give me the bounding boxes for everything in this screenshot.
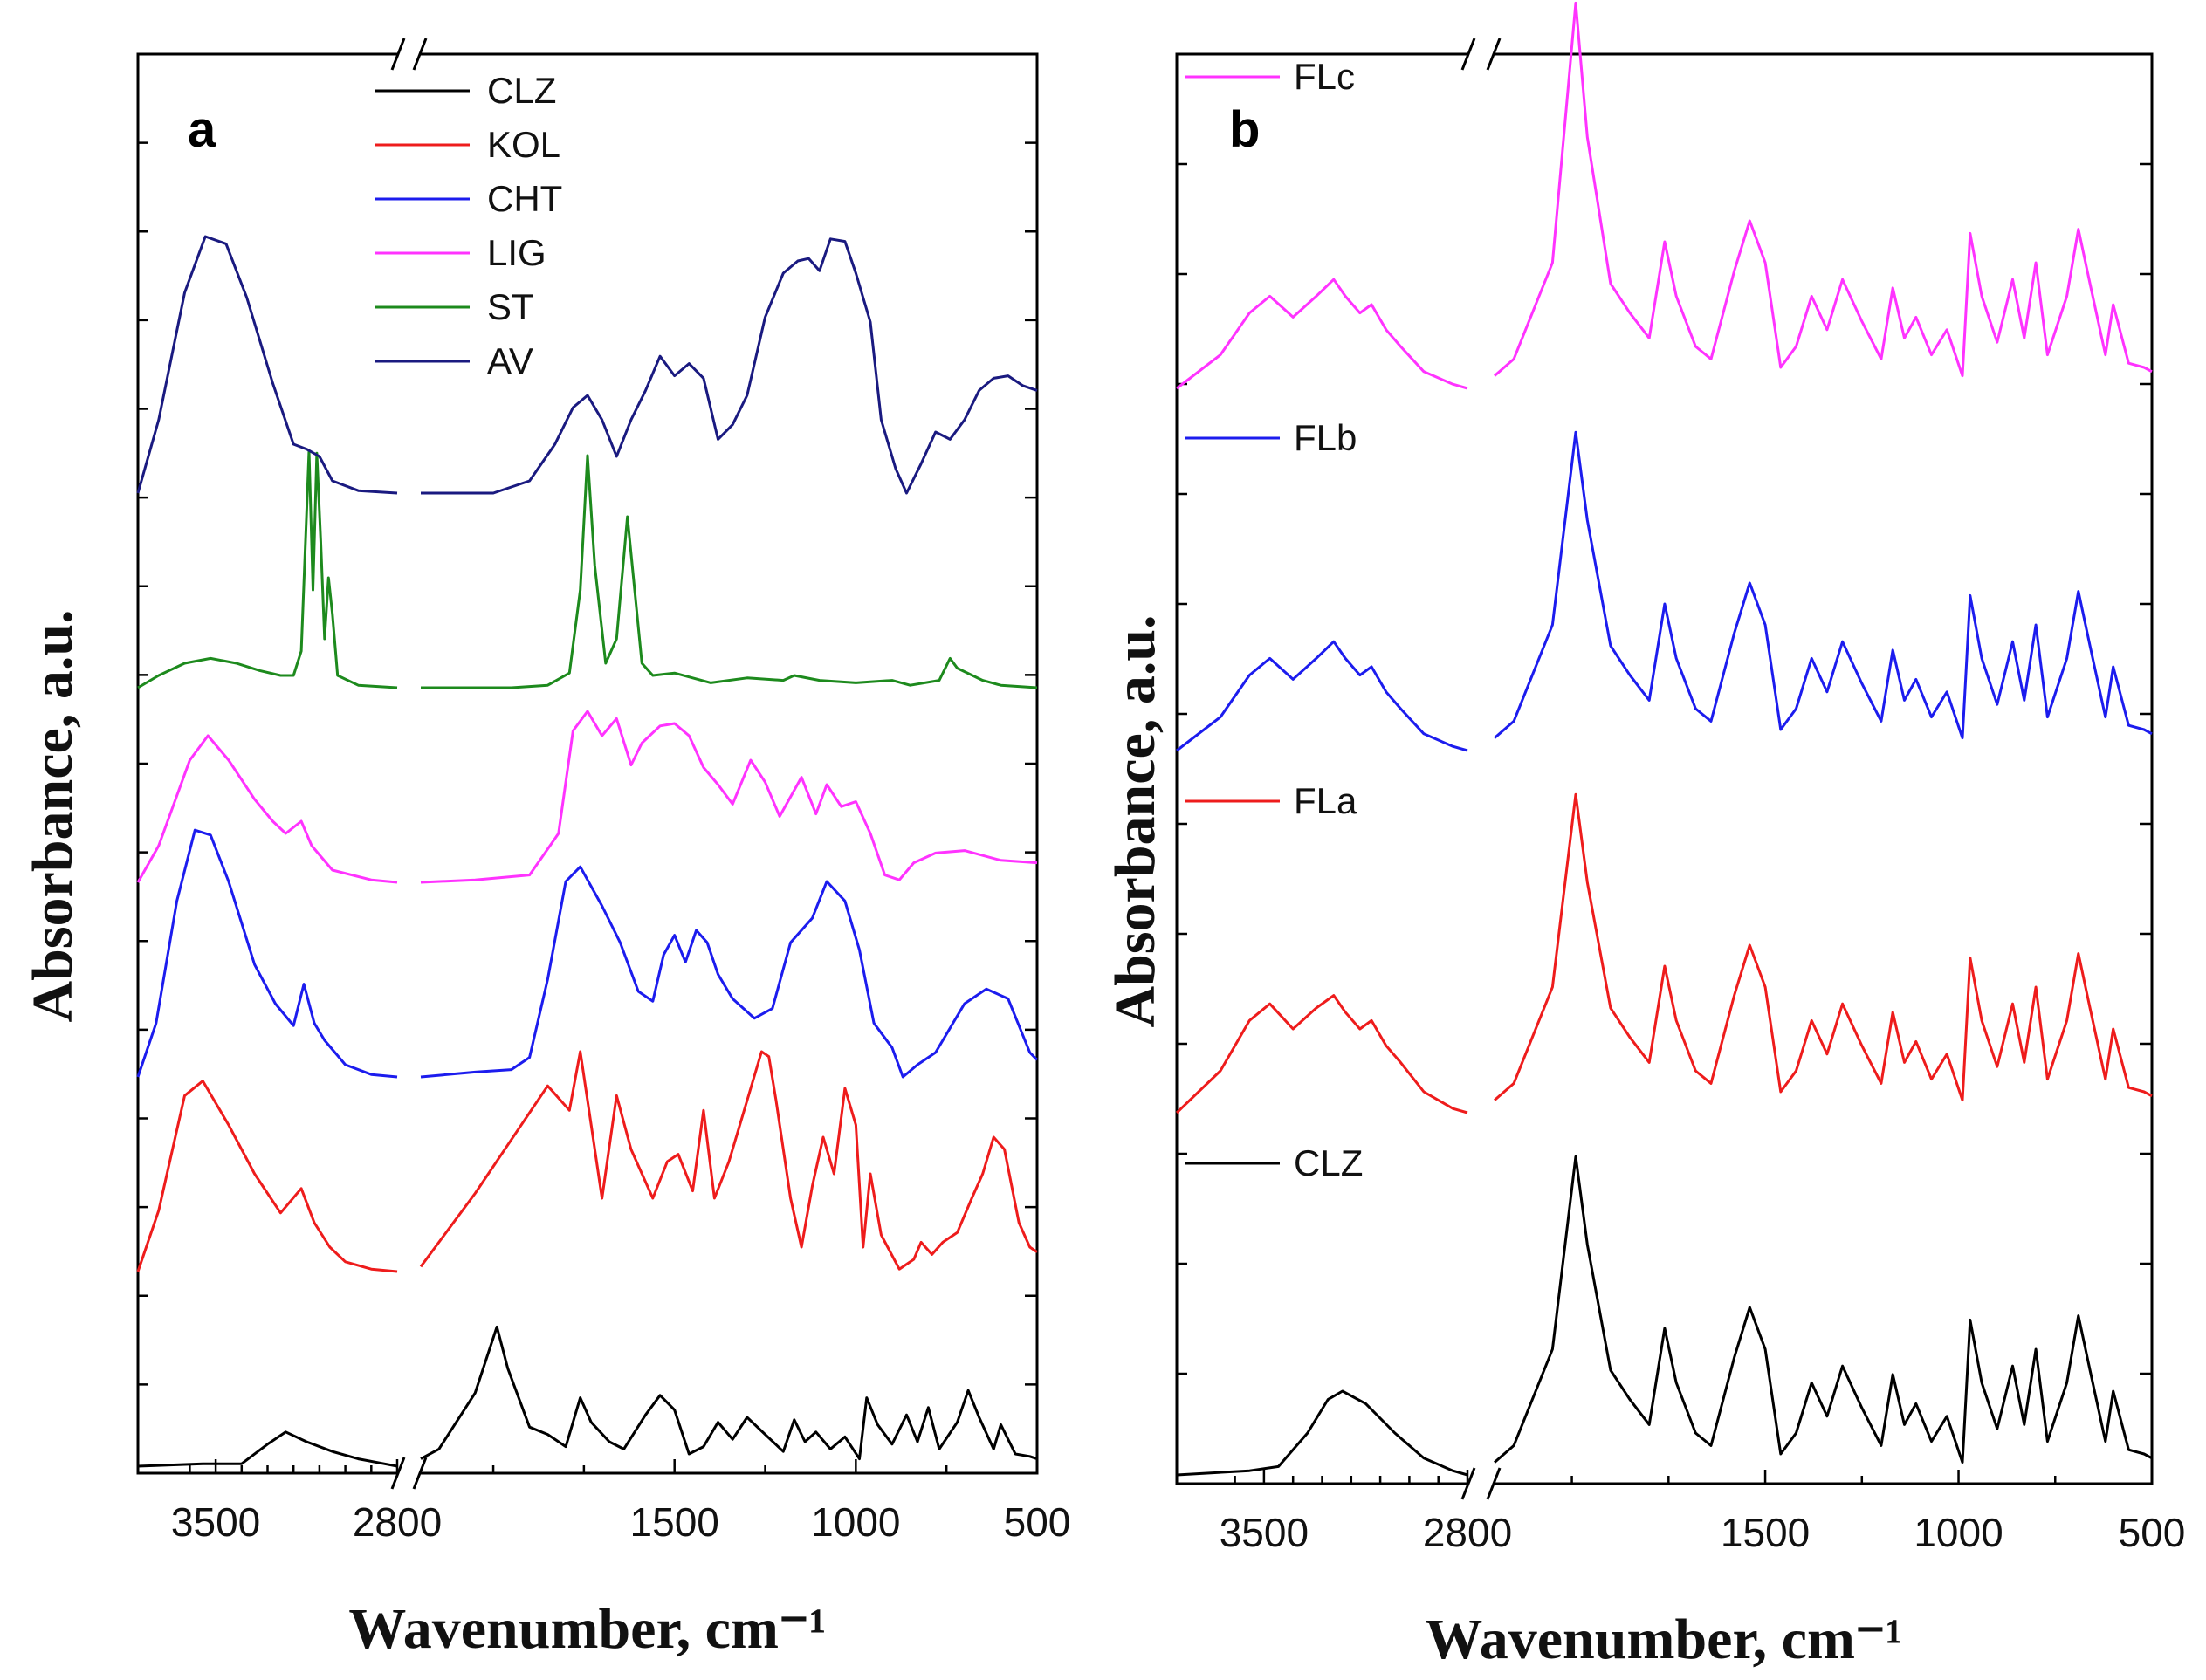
axis-break-gap <box>1469 42 1493 66</box>
series-line-flc <box>1176 1 2153 390</box>
y-axis-title: Absorbance, a.u. <box>21 609 85 1022</box>
x-tick-label: 2800 <box>1423 1510 1512 1555</box>
legend-label-lig: LIG <box>487 232 546 273</box>
series-line-lig <box>136 710 1038 884</box>
x-tick-label: 3500 <box>1220 1510 1309 1555</box>
axis-break-mark <box>390 38 406 71</box>
x-tick-label: 1000 <box>811 1499 900 1545</box>
panel-a: 3500 2800 1500 1000 500 CLZ KOL CHT LIG ST AV a Wave… <box>21 38 1070 1661</box>
x-axis-title: Wavenumber, cm⁻¹ <box>1425 1608 1902 1671</box>
x-tick-label: 3500 <box>171 1499 260 1545</box>
plot-frame <box>1175 52 2154 1485</box>
panel-label: b <box>1229 101 1260 158</box>
axis-break-mark <box>412 38 428 71</box>
axis-break-mark <box>412 1457 428 1490</box>
axis-break-mark <box>390 1457 406 1490</box>
legend-label-flc: FLc <box>1294 56 1355 97</box>
series-line-flb <box>1176 430 2153 752</box>
axis-break-mark <box>1460 38 1476 71</box>
x-tick-label: 2800 <box>353 1499 442 1545</box>
legend-label-st: ST <box>487 286 534 327</box>
x-axis-title: Wavenumber, cm⁻¹ <box>348 1597 826 1661</box>
legend-label-av: AV <box>487 340 533 381</box>
legend-label-clz: CLZ <box>1294 1142 1363 1183</box>
legend-label-cht: CHT <box>487 178 562 219</box>
x-tick-label: 500 <box>2119 1510 2186 1555</box>
axis-break-gap <box>399 1461 419 1485</box>
series-line-cht <box>136 828 1039 1079</box>
axis-break-mark <box>1486 38 1502 71</box>
series-line-clz <box>137 1325 1038 1468</box>
series-line-clz <box>1176 1155 2153 1477</box>
legend-label-kol: KOL <box>487 124 560 165</box>
plot-frame <box>136 52 1039 1475</box>
axis-break-mark <box>1486 1467 1502 1500</box>
x-tick-label: 1000 <box>1914 1510 2003 1555</box>
x-tick-label: 1500 <box>1721 1510 1810 1555</box>
series-line-av <box>136 235 1038 495</box>
legend-label-flb: FLb <box>1294 417 1357 458</box>
panel-label: a <box>188 101 216 158</box>
series-line-kol <box>136 1050 1038 1273</box>
x-tick-label: 500 <box>1004 1499 1071 1545</box>
legend-label-fla: FLa <box>1294 780 1357 821</box>
axis-break-gap <box>1469 1471 1493 1496</box>
axis-break-gap <box>399 42 419 66</box>
y-axis-title: Absorbance, a.u. <box>1103 614 1167 1027</box>
series-line-fla <box>1175 792 2153 1114</box>
legend-label-clz: CLZ <box>487 70 556 111</box>
x-tick-label: 1500 <box>630 1499 719 1545</box>
axis-break-mark <box>1460 1467 1476 1500</box>
